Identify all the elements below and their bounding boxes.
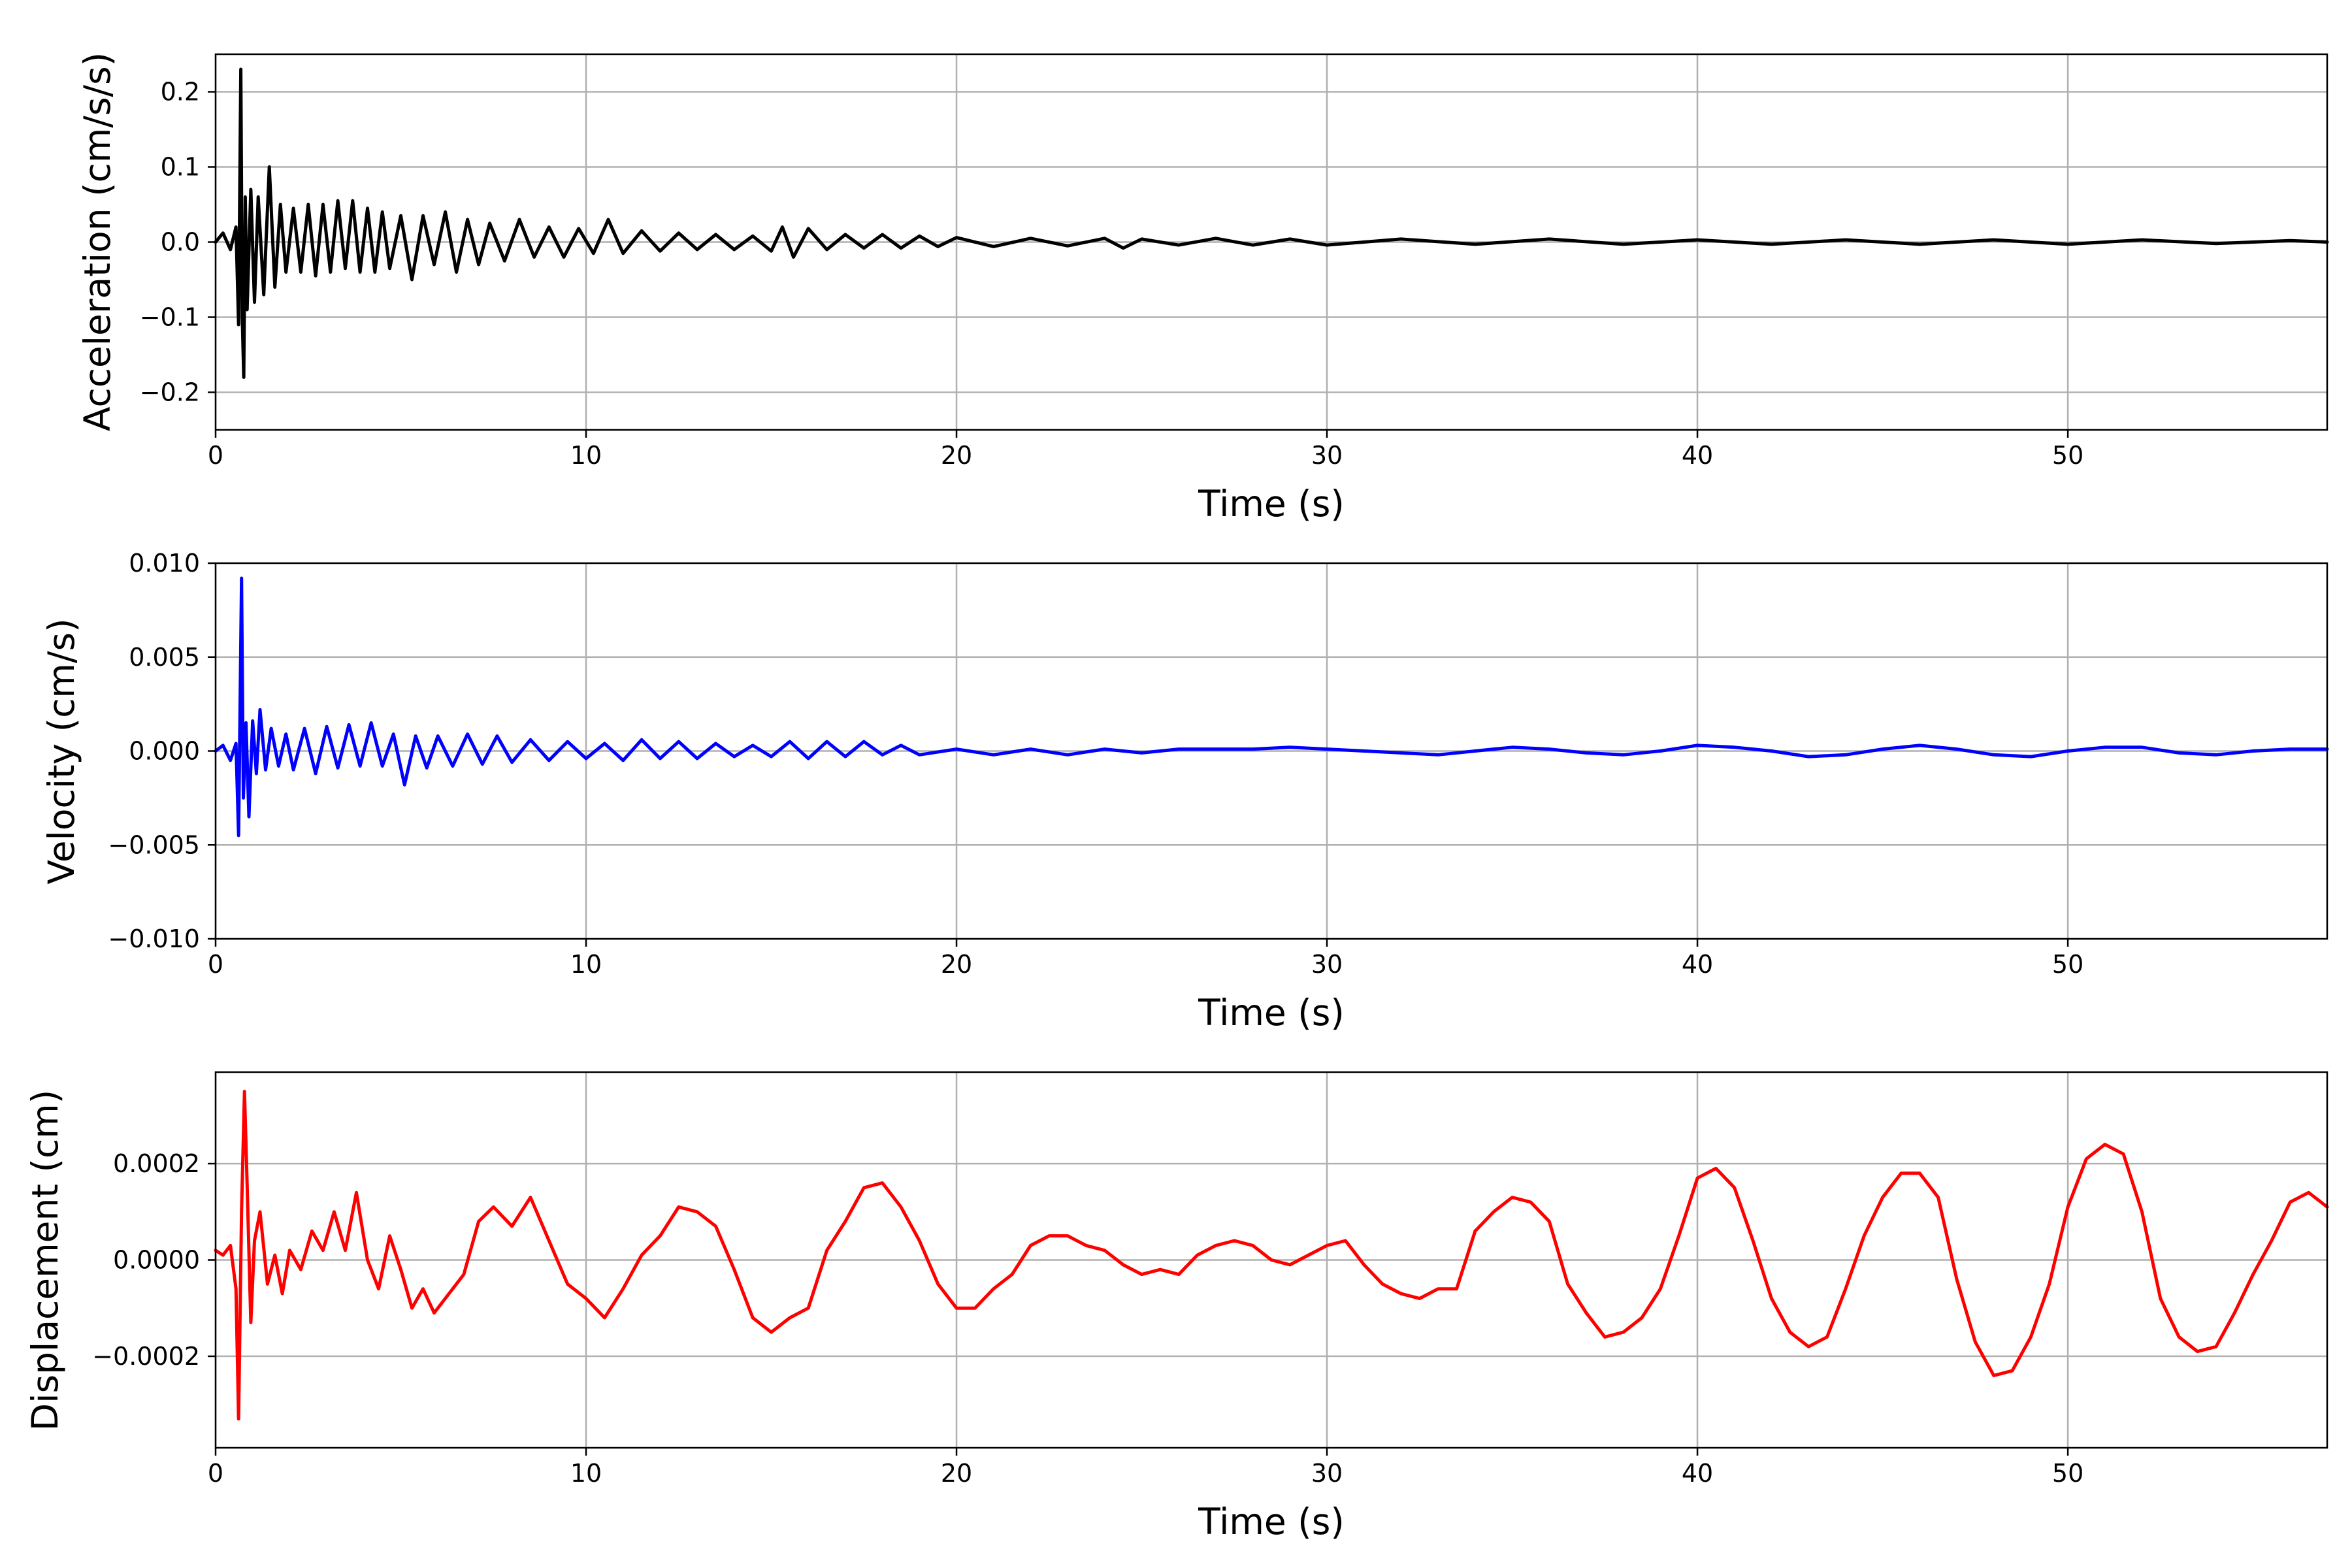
displacement-y-axis-label: Displacement (cm) [24,1090,66,1431]
displacement-x-tick-label: 20 [941,1459,972,1488]
velocity-x-tick-label: 20 [941,950,972,979]
acceleration-y-tick-label: −0.1 [140,303,200,332]
acceleration-x-axis-label: Time (s) [1198,483,1345,525]
velocity-trace-group [214,576,2329,838]
velocity-y-tick-label: 0.005 [129,643,200,672]
acceleration-x-tick-label: 0 [208,441,223,470]
displacement-ticks: 0 10 20 30 40 50 −0.0002 0.0000 0.0002 [92,1149,2083,1488]
acceleration-x-tick-label: 50 [2052,441,2083,470]
acceleration-series-line [214,67,2329,379]
velocity-y-tick-label: 0.000 [129,737,200,766]
acceleration-ticks: 0 10 20 30 40 50 −0.2 −0.1 0.0 0.1 0.2 [140,78,2084,470]
velocity-x-tick-label: 0 [208,950,223,979]
displacement-y-tick-label: 0.0000 [113,1246,200,1275]
displacement-y-tick-label: 0.0002 [113,1149,200,1178]
displacement-x-tick-label: 50 [2052,1459,2083,1488]
acceleration-y-tick-label: 0.2 [161,78,200,106]
acceleration-y-tick-label: −0.2 [140,378,200,407]
acceleration-x-tick-label: 30 [1311,441,1343,470]
displacement-x-axis-label: Time (s) [1198,1501,1345,1543]
displacement-x-tick-label: 10 [570,1459,602,1488]
velocity-x-tick-label: 50 [2052,950,2083,979]
displacement-trace-group [214,1090,2329,1421]
velocity-series-line [214,576,2329,838]
acceleration-trace-group [214,67,2329,379]
displacement-x-tick-label: 0 [208,1459,223,1488]
displacement-series-line [214,1090,2329,1421]
velocity-y-tick-label: −0.005 [108,830,200,859]
acceleration-panel: 0 10 20 30 40 50 −0.2 −0.1 0.0 0.1 0.2 Time (s) Ac… [76,52,2329,525]
acceleration-x-tick-label: 20 [941,441,972,470]
acceleration-x-tick-label: 40 [1682,441,1713,470]
displacement-x-tick-label: 30 [1311,1459,1343,1488]
acceleration-y-tick-label: 0.1 [161,153,200,182]
velocity-y-axis-label: Velocity (cm/s) [41,618,82,884]
acceleration-y-axis-label: Acceleration (cm/s/s) [76,52,118,431]
acceleration-x-tick-label: 10 [570,441,602,470]
velocity-x-tick-label: 30 [1311,950,1343,979]
acceleration-y-tick-label: 0.0 [161,228,200,257]
velocity-y-tick-label: 0.010 [129,549,200,578]
velocity-ticks: 0 10 20 30 40 50 −0.010 −0.005 0.000 0.005 0.010 [108,549,2083,979]
velocity-panel: 0 10 20 30 40 50 −0.010 −0.005 0.000 0.005 0.010 T… [41,549,2329,1034]
velocity-x-axis-label: Time (s) [1198,992,1345,1034]
displacement-y-tick-label: −0.0002 [92,1342,200,1371]
velocity-x-tick-label: 40 [1682,950,1713,979]
displacement-x-tick-label: 40 [1682,1459,1713,1488]
velocity-x-tick-label: 10 [570,950,602,979]
velocity-y-tick-label: −0.010 [108,924,200,953]
